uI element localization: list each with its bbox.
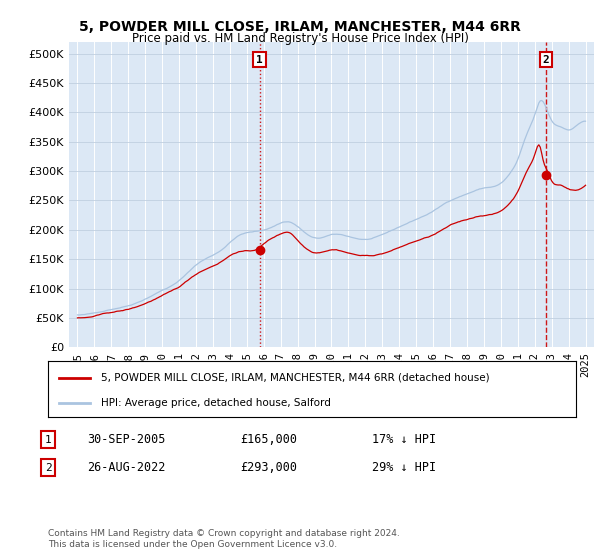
Text: 29% ↓ HPI: 29% ↓ HPI (372, 461, 436, 474)
Text: 17% ↓ HPI: 17% ↓ HPI (372, 433, 436, 446)
Text: 2: 2 (542, 55, 549, 64)
Text: 1: 1 (256, 55, 263, 64)
Text: Contains HM Land Registry data © Crown copyright and database right 2024.
This d: Contains HM Land Registry data © Crown c… (48, 529, 400, 549)
Text: 2: 2 (44, 463, 52, 473)
Text: HPI: Average price, detached house, Salford: HPI: Average price, detached house, Salf… (101, 398, 331, 408)
Text: 5, POWDER MILL CLOSE, IRLAM, MANCHESTER, M44 6RR: 5, POWDER MILL CLOSE, IRLAM, MANCHESTER,… (79, 20, 521, 34)
Text: 26-AUG-2022: 26-AUG-2022 (87, 461, 166, 474)
Text: 5, POWDER MILL CLOSE, IRLAM, MANCHESTER, M44 6RR (detached house): 5, POWDER MILL CLOSE, IRLAM, MANCHESTER,… (101, 373, 490, 383)
Text: £165,000: £165,000 (240, 433, 297, 446)
Text: 30-SEP-2005: 30-SEP-2005 (87, 433, 166, 446)
Text: 1: 1 (44, 435, 52, 445)
Text: £293,000: £293,000 (240, 461, 297, 474)
Text: Price paid vs. HM Land Registry's House Price Index (HPI): Price paid vs. HM Land Registry's House … (131, 32, 469, 45)
